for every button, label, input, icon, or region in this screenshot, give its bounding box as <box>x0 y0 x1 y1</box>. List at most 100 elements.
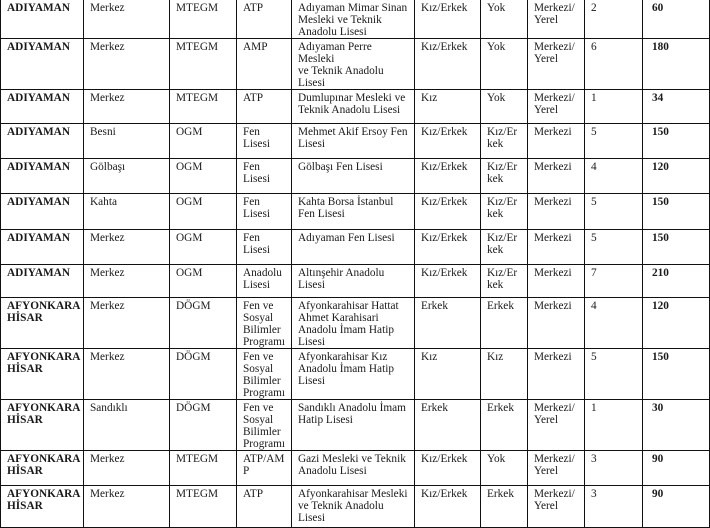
cell-province: ADIYAMAN <box>0 158 84 194</box>
cell-gender: Erkek <box>414 297 481 349</box>
cell-province: AFYONKARA HİSAR <box>0 450 84 486</box>
cell-quota: 150 <box>642 229 710 265</box>
cell-gender: Kız/Erkek <box>414 450 481 486</box>
cell-quota: 90 <box>642 450 710 486</box>
cell-district: Merkez <box>83 38 170 90</box>
cell-quota: 180 <box>642 38 710 90</box>
cell-boarding: Kız/Er kek <box>480 123 528 159</box>
cell-class-count: 5 <box>584 193 643 230</box>
table-row: ADIYAMAN Merkez OGM Fen Lisesi Adıyaman Fen … <box>0 229 710 265</box>
cell-class-count: 3 <box>584 450 643 486</box>
cell-gender: Kız/Erkek <box>414 485 481 528</box>
cell-class-count: 3 <box>584 485 643 528</box>
cell-placement-type: Merkezi <box>527 123 585 159</box>
cell-directorate: MTEGM <box>169 485 237 528</box>
cell-directorate: MTEGM <box>169 0 237 39</box>
cell-class-count: 2 <box>584 0 643 39</box>
cell-directorate: OGM <box>169 158 237 194</box>
cell-placement-type: Merkezi <box>527 264 585 298</box>
cell-quota: 60 <box>642 0 710 39</box>
cell-placement-type: Merkezi <box>527 229 585 265</box>
cell-gender: Kız/Erkek <box>414 123 481 159</box>
cell-school-name: Adıyaman Fen Lisesi <box>291 229 415 265</box>
cell-district: Merkez <box>83 348 170 400</box>
cell-directorate: MTEGM <box>169 450 237 486</box>
cell-directorate: OGM <box>169 193 237 230</box>
cell-class-count: 1 <box>584 89 643 124</box>
cell-quota: 90 <box>642 485 710 528</box>
cell-boarding: Kız/Er kek <box>480 264 528 298</box>
cell-program: Fen ve Sosyal Bilimler Programı <box>236 399 292 451</box>
cell-class-count: 4 <box>584 297 643 349</box>
cell-district: Merkez <box>83 0 170 39</box>
cell-program: Fen Lisesi <box>236 229 292 265</box>
cell-district: Gölbaşı <box>83 158 170 194</box>
cell-placement-type: Merkezi/ Yerel <box>527 485 585 528</box>
cell-school-name: Sandıklı Anadolu İmam Hatip Lisesi <box>291 399 415 451</box>
cell-program: AMP <box>236 38 292 90</box>
cell-district: Merkez <box>83 485 170 528</box>
cell-province: AFYONKARA HİSAR <box>0 399 84 451</box>
cell-school-name: Gazi Mesleki ve Teknik Anadolu Lisesi <box>291 450 415 486</box>
cell-school-name: Afyonkarahisar Hattat Ahmet Karahisari A… <box>291 297 415 349</box>
cell-district: Merkez <box>83 89 170 124</box>
cell-province: ADIYAMAN <box>0 38 84 90</box>
cell-program: Fen ve Sosyal Bilimler Programı <box>236 297 292 349</box>
cell-district: Merkez <box>83 229 170 265</box>
cell-quota: 120 <box>642 297 710 349</box>
cell-directorate: OGM <box>169 123 237 159</box>
cell-quota: 210 <box>642 264 710 298</box>
cell-boarding: Kız <box>480 348 528 400</box>
cell-quota: 30 <box>642 399 710 451</box>
cell-quota: 150 <box>642 193 710 230</box>
table-row: AFYONKARA HİSAR Merkez MTEGM ATP/AM P Gazi M… <box>0 450 710 486</box>
cell-quota: 34 <box>642 89 710 124</box>
cell-placement-type: Merkezi/ Yerel <box>527 450 585 486</box>
cell-program: Anadolu Lisesi <box>236 264 292 298</box>
table-row: ADIYAMAN Merkez OGM Anadolu Lisesi Altınşehi… <box>0 264 710 298</box>
cell-directorate: OGM <box>169 264 237 298</box>
cell-gender: Erkek <box>414 399 481 451</box>
cell-school-name: Adıyaman Perre Mesleki ve Teknik Anadolu… <box>291 38 415 90</box>
cell-placement-type: Merkezi <box>527 297 585 349</box>
cell-boarding: Erkek <box>480 399 528 451</box>
cell-school-name: Dumlupınar Mesleki ve Teknik Anadolu Lis… <box>291 89 415 124</box>
cell-placement-type: Merkezi/ Yerel <box>527 0 585 39</box>
cell-program: Fen ve Sosyal Bilimler Programı <box>236 348 292 400</box>
table-row: AFYONKARA HİSAR Sandıklı DÖGM Fen ve Sosyal… <box>0 399 710 451</box>
cell-province: ADIYAMAN <box>0 89 84 124</box>
cell-district: Kahta <box>83 193 170 230</box>
cell-placement-type: Merkezi <box>527 348 585 400</box>
cell-gender: Kız/Erkek <box>414 0 481 39</box>
cell-school-name: Gölbaşı Fen Lisesi <box>291 158 415 194</box>
cell-gender: Kız/Erkek <box>414 264 481 298</box>
cell-gender: Kız <box>414 89 481 124</box>
cell-class-count: 6 <box>584 38 643 90</box>
cell-boarding: Erkek <box>480 297 528 349</box>
cell-province: AFYONKARA HİSAR <box>0 485 84 528</box>
cell-district: Merkez <box>83 297 170 349</box>
cell-class-count: 7 <box>584 264 643 298</box>
cell-program: Fen Lisesi <box>236 193 292 230</box>
cell-program: ATP <box>236 0 292 39</box>
table-row: ADIYAMAN Kahta OGM Fen Lisesi Kahta Borsa İs… <box>0 193 710 230</box>
cell-boarding: Yok <box>480 89 528 124</box>
cell-boarding: Kız/Er kek <box>480 193 528 230</box>
cell-program: ATP <box>236 485 292 528</box>
cell-boarding: Yok <box>480 0 528 39</box>
cell-quota: 120 <box>642 158 710 194</box>
cell-gender: Kız/Erkek <box>414 38 481 90</box>
cell-boarding: Erkek <box>480 485 528 528</box>
table-row: ADIYAMAN Merkez MTEGM ATP Adıyaman Mimar Sin… <box>0 0 710 39</box>
cell-placement-type: Merkezi/ Yerel <box>527 399 585 451</box>
cell-placement-type: Merkezi/ Yerel <box>527 38 585 90</box>
cell-boarding: Kız/Er kek <box>480 158 528 194</box>
cell-directorate: OGM <box>169 229 237 265</box>
cell-directorate: MTEGM <box>169 89 237 124</box>
cell-class-count: 1 <box>584 399 643 451</box>
cell-quota: 150 <box>642 348 710 400</box>
cell-province: ADIYAMAN <box>0 123 84 159</box>
cell-program: ATP <box>236 89 292 124</box>
